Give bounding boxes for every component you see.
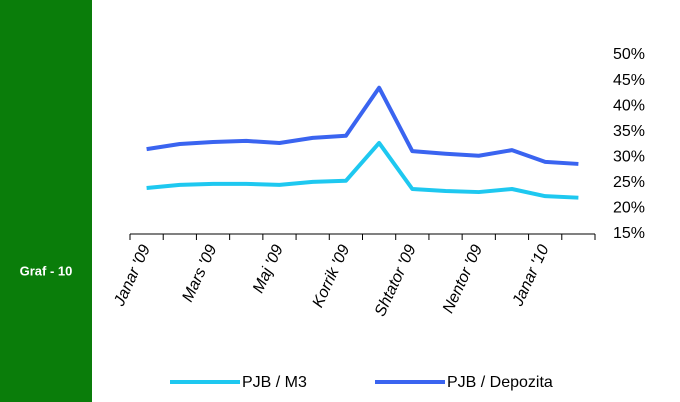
y-tick-label: 25%	[613, 174, 645, 191]
x-tick-label: Mars '09	[179, 242, 220, 304]
x-tick-label: Maj '09	[250, 242, 287, 296]
y-tick-label: 40%	[613, 97, 645, 114]
y-tick-label: 20%	[613, 200, 645, 217]
x-tick-label: Shtator '09	[372, 242, 420, 319]
y-tick-label: 35%	[613, 123, 645, 140]
x-tick-label: Janar '10	[509, 242, 552, 309]
sidebar	[0, 0, 92, 402]
y-tick-label: 15%	[613, 225, 645, 242]
legend-label: PJB / M3	[242, 374, 307, 391]
figure-label: Graf - 10	[20, 263, 73, 278]
x-tick-label: Korrik '09	[310, 242, 354, 310]
line-series	[146, 85, 579, 166]
x-tick-label: Janar '09	[111, 242, 154, 309]
legend-label: PJB / Depozita	[447, 374, 553, 391]
x-tick-label: Nentor '09	[440, 242, 486, 316]
y-tick-label: 30%	[613, 149, 645, 166]
y-tick-label: 45%	[613, 72, 645, 89]
line-series	[146, 140, 579, 200]
y-tick-label: 50%	[613, 46, 645, 63]
